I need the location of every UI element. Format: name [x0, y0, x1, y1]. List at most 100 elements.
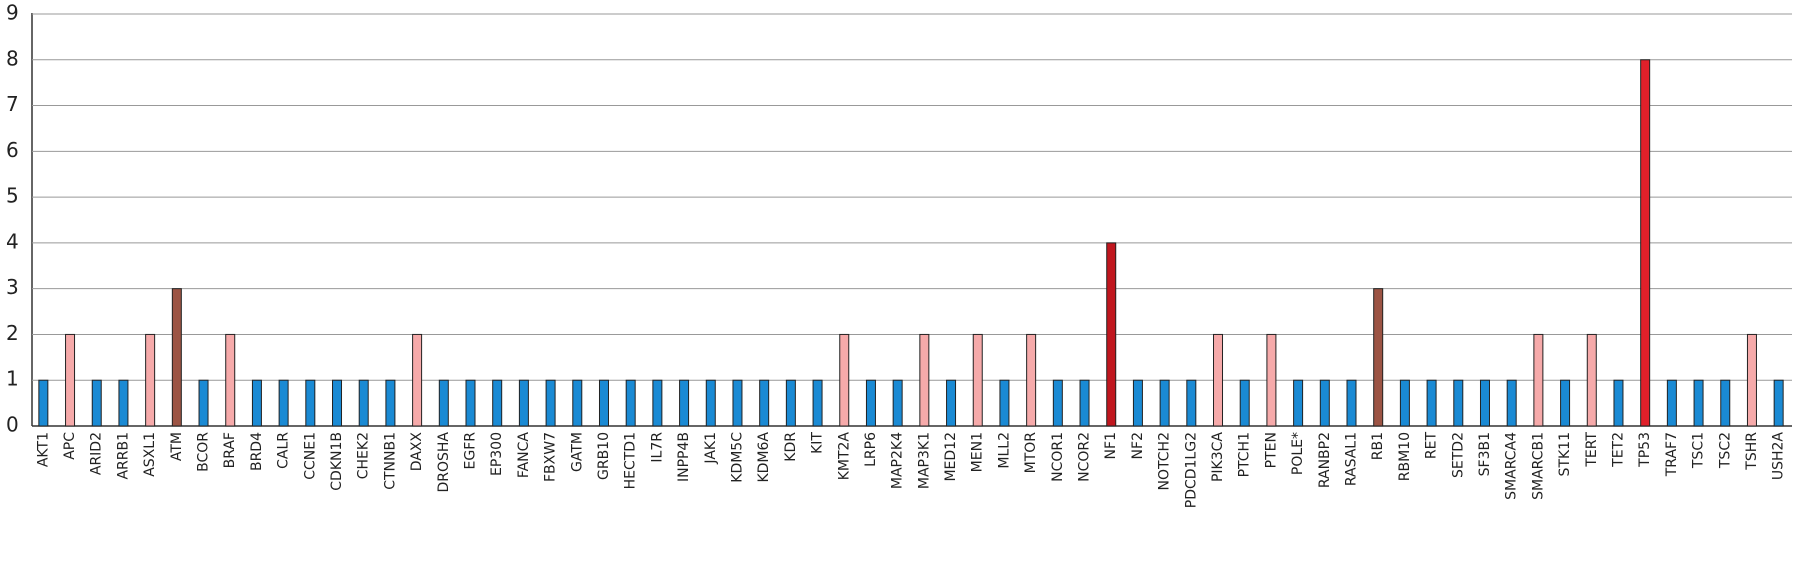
- x-tick-label: TP53: [1637, 432, 1653, 468]
- bar: [118, 379, 129, 427]
- bar: [892, 379, 903, 427]
- bar: [1319, 379, 1330, 427]
- x-tick-label: NF2: [1130, 432, 1146, 459]
- bar: [919, 333, 930, 427]
- x-tick-label: CHEK2: [356, 432, 372, 479]
- bar: [38, 379, 49, 427]
- x-tick-label: IL7R: [649, 432, 665, 463]
- x-tick-label: MTOR: [1023, 432, 1039, 474]
- bar: [705, 379, 716, 427]
- bar: [412, 333, 423, 427]
- x-tick-label: PIK3CA: [1210, 432, 1226, 482]
- bar: [1346, 379, 1357, 427]
- y-tick-label: 8: [6, 46, 19, 70]
- bar: [358, 379, 369, 427]
- x-tick-label: KDM5C: [729, 432, 745, 483]
- x-tick-label: PTEN: [1263, 432, 1279, 468]
- bar: [598, 379, 609, 427]
- x-tick-label: KDR: [783, 432, 799, 462]
- x-tick-label: AKT1: [35, 432, 51, 467]
- y-tick-label: 6: [6, 138, 19, 162]
- y-tick-label: 4: [6, 229, 19, 253]
- bar: [332, 379, 343, 427]
- x-tick-label: SETD2: [1450, 432, 1466, 478]
- bar: [518, 379, 529, 427]
- x-tick-label: STK11: [1557, 432, 1573, 476]
- bar: [1132, 379, 1143, 427]
- x-tick-label: ARID2: [89, 432, 105, 475]
- bar: [65, 333, 76, 427]
- x-tick-label: GRB10: [596, 432, 612, 480]
- x-tick-label: TRAF7: [1664, 432, 1680, 477]
- x-tick-label: LRP6: [863, 432, 879, 467]
- x-tick-label: JAK1: [703, 432, 719, 465]
- bar: [1453, 379, 1464, 427]
- x-tick-label: MAP2K4: [890, 432, 906, 489]
- bar: [1720, 379, 1731, 427]
- bar: [438, 379, 449, 427]
- x-tick-label: SMARCB1: [1530, 432, 1546, 500]
- x-tick-label: MED12: [943, 432, 959, 482]
- x-tick-label: TET2: [1610, 432, 1626, 468]
- bar: [1079, 379, 1090, 427]
- bar: [1426, 379, 1437, 427]
- x-tick-label: APC: [62, 432, 78, 460]
- x-tick-label: BRD4: [249, 432, 265, 471]
- y-tick-label: 3: [6, 275, 19, 299]
- x-tick-label: KMT2A: [836, 432, 852, 481]
- bar: [465, 379, 476, 427]
- x-tick-label: ASXL1: [142, 432, 158, 477]
- x-tick-label: RET: [1424, 432, 1440, 460]
- x-tick-label: MEN1: [970, 432, 986, 472]
- x-tick-label: CALR: [276, 432, 292, 469]
- bar: [1746, 333, 1757, 427]
- bar: [1613, 379, 1624, 427]
- x-tick-label: RASAL1: [1344, 432, 1360, 486]
- bar: [1239, 379, 1250, 427]
- bar: [1693, 379, 1704, 427]
- bar: [1186, 379, 1197, 427]
- x-tick-label: NCOR2: [1077, 432, 1093, 482]
- x-tick-label: RANBP2: [1317, 432, 1333, 488]
- bar: [1052, 379, 1063, 427]
- x-tick-label: DROSHA: [436, 432, 452, 493]
- bar: [278, 379, 289, 427]
- x-tick-label: TSC2: [1717, 432, 1733, 469]
- x-tick-label: INPP4B: [676, 432, 692, 482]
- bar: [171, 288, 182, 427]
- bar: [865, 379, 876, 427]
- x-tick-label: DAXX: [409, 432, 425, 472]
- x-tick-label: BCOR: [196, 432, 212, 472]
- y-tick-label: 0: [6, 413, 19, 437]
- bar: [732, 379, 743, 427]
- x-tick-label: ARRB1: [115, 432, 131, 480]
- y-tick-label: 5: [6, 184, 19, 208]
- bar: [385, 379, 396, 427]
- y-tick-label: 1: [6, 367, 19, 391]
- x-tick-label: EGFR: [463, 432, 479, 470]
- x-tick-label: PDCD1LG2: [1183, 432, 1199, 508]
- bar: [1026, 333, 1037, 427]
- bar: [1266, 333, 1277, 427]
- bar: [91, 379, 102, 427]
- bar: [812, 379, 823, 427]
- x-tick-label: EP300: [489, 432, 505, 476]
- bar: [972, 333, 983, 427]
- bar: [625, 379, 636, 427]
- bar: [946, 379, 957, 427]
- bar: [1106, 242, 1117, 427]
- bar: [652, 379, 663, 427]
- x-tick-label: TSC1: [1691, 432, 1707, 469]
- x-tick-label: SF3B1: [1477, 432, 1493, 476]
- y-tick-label: 7: [6, 92, 19, 116]
- bar: [1560, 379, 1571, 427]
- bar: [1666, 379, 1677, 427]
- x-tick-label: KIT: [810, 432, 826, 454]
- y-tick-label: 2: [6, 321, 19, 345]
- x-tick-label: MAP3K1: [916, 432, 932, 489]
- x-tick-label: TERT: [1584, 432, 1600, 468]
- bar: [1479, 379, 1490, 427]
- x-tick-label: FBXW7: [543, 432, 559, 482]
- x-tick-label: CDKN1B: [329, 432, 345, 491]
- bar: [1213, 333, 1224, 427]
